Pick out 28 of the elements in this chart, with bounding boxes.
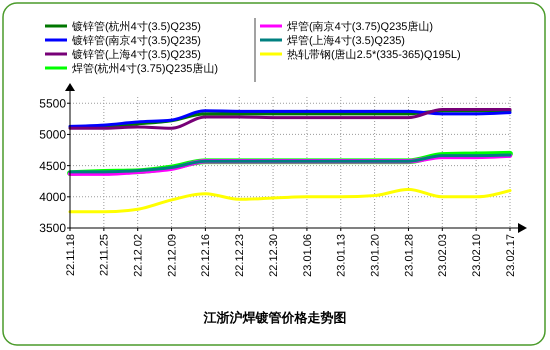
x-tick-label: 22.12.09 <box>166 234 178 277</box>
x-tick-label: 22.11.18 <box>64 234 77 276</box>
legend-label: 焊管(杭州4寸(3.75)Q235唐山) <box>72 62 218 75</box>
text: 江浙沪焊镀管价格走势图 <box>202 310 346 325</box>
x-tick-label: 23.02.17 <box>504 234 517 277</box>
legend-label: 镀锌管(南京4寸(3.5)Q235) <box>71 34 201 47</box>
x-tick-label: 23.02.10 <box>471 234 484 277</box>
x-tick-label: 23.01.13 <box>336 234 348 277</box>
x-tick-label: 22.11.25 <box>98 234 111 276</box>
x-tick-label: 22.12.02 <box>132 234 145 277</box>
legend-label: 镀锌管(上海4寸(3.5)Q235) <box>71 48 201 61</box>
legend-label: 热轧带钢(唐山2.5*(335-365)Q195L) <box>287 48 461 61</box>
x-tick-label: 23.01.28 <box>403 234 416 277</box>
legend-label: 焊管(上海4寸(3.5)Q235) <box>287 34 405 47</box>
y-tick-label: 5500 <box>39 96 66 110</box>
legend-label: 焊管(南京4寸(3.75)Q235唐山) <box>287 20 434 33</box>
y-tick-label: 4000 <box>39 190 66 204</box>
x-tick-label: 22.12.16 <box>200 234 212 277</box>
y-tick-label: 4500 <box>39 158 66 173</box>
legend-label: 镀锌管(杭州4寸(3.5)Q235) <box>71 20 201 33</box>
x-tick-label: 22.12.30 <box>268 234 280 277</box>
y-tick-label: 3500 <box>39 221 66 236</box>
y-tick-label: 5000 <box>39 128 66 142</box>
x-tick-label: 23.01.20 <box>369 234 382 277</box>
x-tick-label: 22.12.23 <box>234 234 246 277</box>
x-tick-label: 23.01.06 <box>302 234 314 277</box>
x-tick-label: 23.02.03 <box>437 234 450 277</box>
line-series <box>68 188 512 214</box>
